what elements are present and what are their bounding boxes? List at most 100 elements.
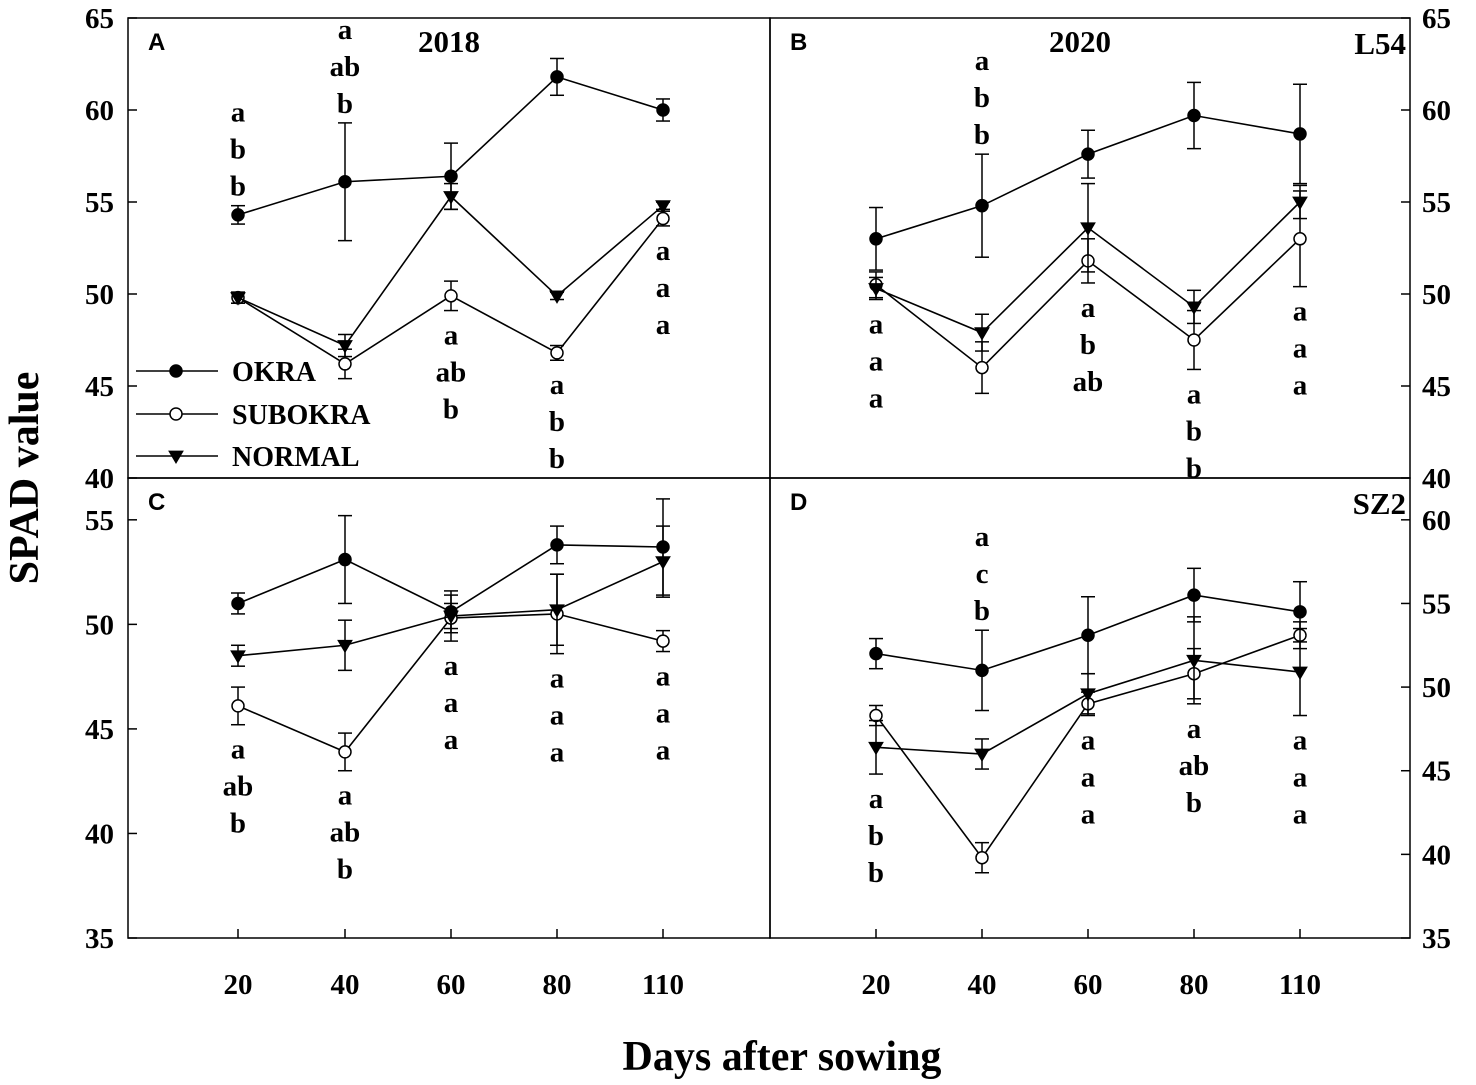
significance-letter: a: [656, 235, 671, 267]
okra-marker: [975, 663, 989, 678]
okra-marker: [1187, 108, 1201, 123]
significance-letter: a: [550, 700, 565, 732]
panel-frame: [769, 477, 1411, 939]
legend-label-subokra: SUBOKRA: [232, 400, 371, 431]
significance-letter: ab: [223, 771, 254, 803]
y-tick-label: 40: [85, 818, 114, 850]
significance-letter: a: [338, 14, 353, 46]
significance-letter: ab: [1073, 366, 1104, 398]
y-tick-label: 55: [1422, 588, 1451, 620]
significance-letter: a: [869, 346, 884, 378]
normal-marker: [1292, 196, 1308, 210]
y-tick-label: 60: [1422, 95, 1451, 127]
normal-marker: [1186, 654, 1202, 669]
subokra-marker: [231, 699, 245, 713]
y-tick-label: 55: [1422, 187, 1451, 219]
panel-letter: C: [148, 489, 165, 516]
significance-letter: a: [231, 97, 246, 129]
significance-letter: a: [1293, 296, 1308, 328]
subokra-marker: [975, 360, 989, 375]
normal-marker: [337, 639, 353, 654]
legend-label-okra: OKRA: [232, 357, 317, 388]
significance-letter: a: [1293, 762, 1308, 794]
y-tick-label: 40: [85, 463, 114, 495]
x-tick-label: 40: [968, 969, 997, 1001]
significance-letter: a: [869, 383, 884, 415]
x-tick-label: 60: [437, 969, 466, 1001]
significance-letter: a: [550, 737, 565, 769]
significance-letter: b: [230, 134, 246, 166]
okra-marker: [1081, 628, 1095, 642]
y-tick-label: 45: [1422, 371, 1451, 403]
normal-marker: [974, 327, 990, 341]
x-tick-label: 80: [543, 969, 572, 1001]
x-axis-title: Days after sowing: [623, 1034, 942, 1080]
significance-letter: b: [868, 820, 884, 852]
y-tick-label: 35: [85, 923, 114, 955]
okra-marker: [550, 70, 564, 84]
significance-letter: a: [1293, 799, 1308, 831]
y-tick-label: 65: [1422, 3, 1451, 35]
significance-letter: a: [444, 724, 459, 756]
normal-marker: [868, 741, 884, 756]
okra-marker: [231, 596, 245, 611]
x-tick-label: 110: [1279, 969, 1321, 1001]
series-normal: [230, 182, 671, 358]
okra-marker: [1293, 127, 1307, 141]
subokra-marker: [656, 634, 670, 648]
series-okra: [869, 567, 1307, 712]
x-tick-label: 60: [1074, 969, 1103, 1001]
okra-marker: [169, 364, 183, 378]
okra-marker: [550, 538, 564, 552]
significance-letter: b: [974, 82, 990, 114]
subokra-marker: [444, 289, 458, 303]
panel-cultivar-label: L54: [1354, 26, 1406, 61]
x-tick-label: 40: [331, 969, 360, 1001]
series-normal: [868, 616, 1308, 775]
okra-marker: [338, 175, 352, 189]
significance-letter: a: [656, 698, 671, 730]
significance-letter: b: [974, 119, 990, 151]
x-tick-label: 20: [224, 969, 253, 1001]
okra-marker: [1187, 588, 1201, 602]
significance-letter: c: [976, 558, 989, 590]
subokra-marker: [1187, 333, 1201, 347]
series-normal: [230, 525, 671, 672]
significance-letter: a: [1293, 333, 1308, 365]
y-tick-label: 40: [1422, 839, 1451, 871]
series-subokra: [231, 210, 670, 380]
okra-marker: [869, 232, 883, 246]
y-tick-label: 60: [1422, 505, 1451, 537]
significance-letter: a: [1081, 762, 1096, 794]
significance-letter: b: [1080, 329, 1096, 361]
significance-letter: a: [1293, 725, 1308, 757]
significance-letter: a: [338, 780, 353, 812]
normal-marker: [549, 290, 565, 304]
subokra-marker: [975, 850, 989, 865]
y-tick-label: 65: [85, 3, 114, 35]
x-tick-label: 20: [862, 969, 891, 1001]
significance-letter: b: [337, 854, 353, 886]
significance-letter: a: [444, 687, 459, 719]
significance-letter: b: [549, 406, 565, 438]
okra-marker: [338, 552, 352, 567]
significance-letter: a: [550, 369, 565, 401]
subokra-marker: [550, 346, 564, 360]
series-normal: [868, 182, 1308, 352]
normal-marker: [1186, 301, 1202, 315]
panel-year-title: 2020: [1049, 24, 1111, 59]
significance-letter: a: [656, 309, 671, 341]
subokra-marker: [338, 357, 352, 371]
y-tick-label: 50: [1422, 279, 1451, 311]
legend-label-normal: NORMAL: [232, 442, 360, 473]
normal-marker: [1080, 688, 1096, 702]
subokra-marker: [656, 211, 670, 226]
y-axis-title: SPAD value: [2, 372, 48, 585]
significance-letter: a: [656, 661, 671, 693]
okra-marker: [231, 208, 245, 222]
normal-marker: [974, 748, 990, 762]
